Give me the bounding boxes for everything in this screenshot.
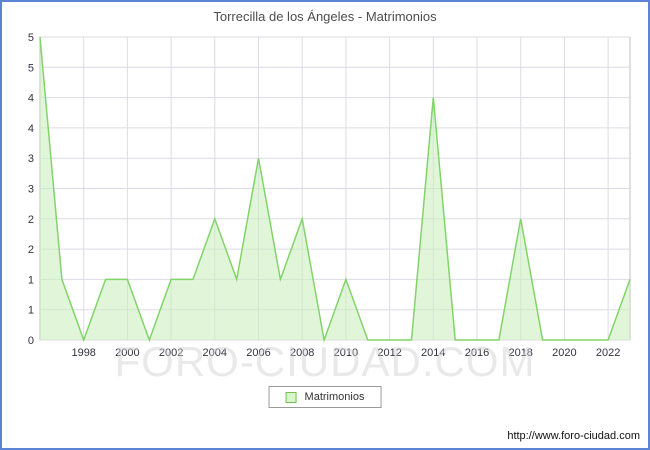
x-tick-label: 2012: [377, 347, 401, 359]
y-tick-label: 3: [28, 153, 34, 165]
y-tick-label: 3: [28, 184, 34, 196]
x-tick-label: 2022: [596, 347, 620, 359]
x-tick-label: 2004: [203, 347, 227, 359]
x-tick-label: 2018: [508, 347, 532, 359]
y-tick-label: 5: [28, 32, 34, 44]
legend-swatch-icon: [285, 391, 297, 403]
y-tick-label: 1: [28, 305, 34, 317]
y-tick-label: 0: [28, 335, 34, 347]
x-tick-label: 2006: [246, 347, 270, 359]
footer-url: http://www.foro-ciudad.com: [507, 430, 640, 442]
y-tick-label: 1: [28, 274, 34, 286]
x-tick-label: 2010: [334, 347, 358, 359]
legend-label: Matrimonios: [304, 391, 365, 403]
y-tick-label: 4: [28, 93, 34, 105]
x-tick-label: 2000: [115, 347, 139, 359]
y-tick-label: 2: [28, 244, 34, 256]
x-tick-label: 2020: [552, 347, 576, 359]
area-line: [39, 36, 631, 343]
x-tick-label: 2014: [421, 347, 445, 359]
chart-title: Torrecilla de los Ángeles - Matrimonios: [213, 9, 437, 24]
x-tick-label: 1998: [71, 347, 95, 359]
y-tick-label: 5: [28, 62, 34, 74]
area-fill: [40, 37, 630, 340]
legend: Matrimonios: [268, 386, 382, 408]
x-tick-label: 2008: [290, 347, 314, 359]
x-tick-label: 2016: [465, 347, 489, 359]
y-tick-label: 2: [28, 214, 34, 226]
x-tick-label: 2002: [159, 347, 183, 359]
y-tick-label: 4: [28, 123, 34, 135]
